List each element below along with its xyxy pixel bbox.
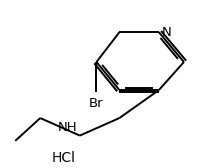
Text: Br: Br (89, 97, 104, 110)
Text: HCl: HCl (51, 151, 75, 165)
Text: NH: NH (58, 121, 78, 134)
Text: N: N (161, 26, 171, 39)
